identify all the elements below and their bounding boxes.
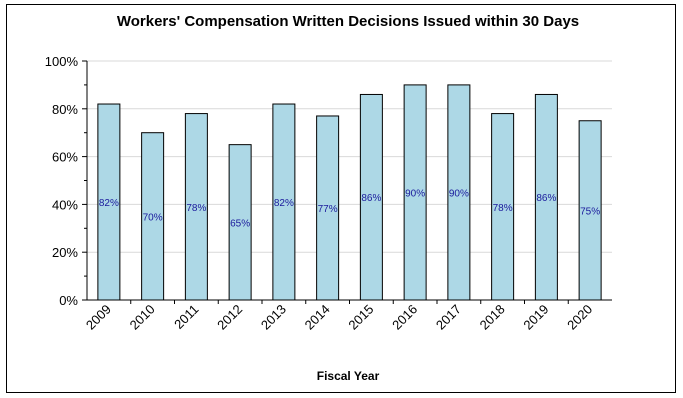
data-label: 78% [493, 203, 513, 214]
chart-title: Workers' Compensation Written Decisions … [117, 13, 579, 30]
data-label: 82% [274, 198, 294, 209]
x-tick-label: 2016 [389, 302, 420, 333]
x-tick-label: 2012 [214, 302, 245, 333]
data-label: 70% [143, 212, 163, 223]
y-tick-label: 40% [52, 197, 78, 212]
x-tick-label: 2018 [477, 302, 508, 333]
data-label: 75% [580, 206, 600, 217]
x-tick-label: 2020 [564, 302, 595, 333]
x-tick-label: 2013 [258, 302, 289, 333]
data-label: 90% [449, 188, 469, 199]
x-tick-label: 2019 [520, 302, 551, 333]
x-tick-label: 2011 [171, 302, 201, 332]
x-tick-label: 2014 [302, 302, 333, 333]
x-tick-label: 2015 [345, 302, 376, 333]
x-axis-title: Fiscal Year [317, 369, 380, 383]
x-tick-label: 2017 [433, 302, 464, 333]
y-tick-label: 60% [52, 150, 78, 165]
y-tick-labels: 0% 20% 40% 60% 80% 100% [45, 54, 79, 308]
data-labels: 82% 70% 78% 65% 82% 77% 86% 90% 90% 78% 86% 75% [99, 188, 600, 229]
y-tick-label: 80% [52, 102, 78, 117]
x-tick-label: 2010 [127, 302, 158, 333]
y-tick-label: 0% [59, 293, 78, 308]
bars [97, 84, 602, 301]
data-label: 65% [230, 218, 250, 229]
y-tick-label: 100% [45, 54, 79, 69]
data-label: 86% [536, 193, 556, 204]
gridlines [87, 60, 612, 253]
y-tick-label: 20% [52, 245, 78, 260]
data-label: 82% [99, 198, 119, 209]
data-label: 86% [361, 193, 381, 204]
data-label: 90% [405, 188, 425, 199]
data-label: 78% [186, 203, 206, 214]
data-label: 77% [318, 204, 338, 215]
x-tick-label: 2009 [83, 302, 114, 333]
axes [82, 60, 612, 304]
x-tick-labels: 2009 2010 2011 2012 2013 2014 2015 2016 2017 2018… [83, 302, 595, 333]
